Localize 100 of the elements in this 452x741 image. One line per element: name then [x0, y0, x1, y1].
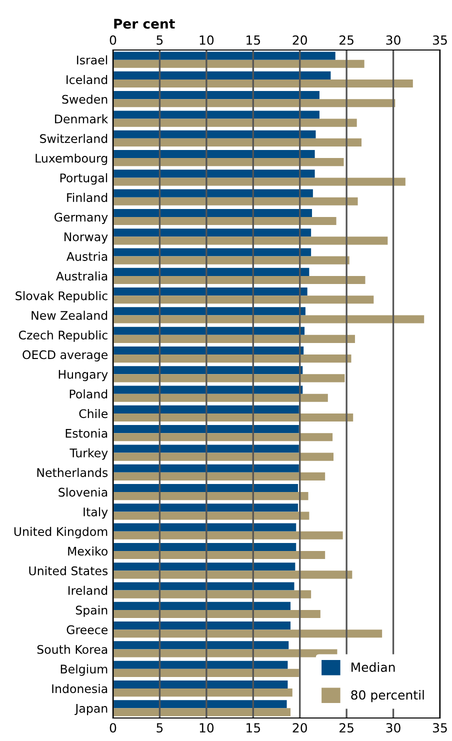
bar: [113, 562, 296, 571]
y-tick-label: Chile: [79, 408, 108, 418]
bar: [113, 354, 352, 363]
x-tick-label: 20: [292, 723, 307, 733]
bar: [113, 452, 334, 461]
bar: [113, 189, 313, 198]
bar: [113, 680, 288, 689]
bar: [113, 79, 413, 88]
bar: [113, 276, 366, 284]
y-tick-label: Poland: [70, 389, 108, 398]
x2-tick-label: 15: [246, 36, 260, 45]
y-tick-label: Netherlands: [37, 468, 108, 478]
bar: [113, 688, 292, 697]
y-tick-label: Indonesia: [52, 684, 108, 694]
bar: [113, 602, 291, 610]
y-tick-label: Italy: [84, 507, 108, 519]
x2-tick-label: 10: [200, 35, 214, 45]
bar: [113, 158, 344, 166]
bar: [113, 228, 312, 237]
x-tick-label: 15: [246, 723, 260, 733]
bar: [113, 582, 294, 590]
x-tick-label: 35: [433, 723, 447, 733]
bar: [113, 296, 374, 304]
y-tick-label: OECD average: [22, 350, 108, 362]
bar: [113, 334, 355, 343]
bar: [113, 150, 315, 158]
bar: [113, 178, 406, 186]
bar: [113, 288, 308, 296]
bar: [113, 405, 299, 414]
y-tick-label: Mexiko: [68, 546, 108, 556]
bar: [113, 236, 388, 245]
y-tick-label: Estonia: [66, 428, 108, 438]
y-tick-label: Switzerland: [40, 134, 108, 144]
x-tick-label: 25: [340, 723, 354, 733]
bar: [113, 91, 320, 100]
x-tick-label: 30: [386, 723, 400, 733]
bar: [113, 444, 299, 453]
y-tick-label: Iceland: [66, 74, 108, 84]
y-tick-label: Germany: [54, 212, 108, 224]
y-tick-label: South Korea: [37, 644, 108, 654]
x2-tick-label: 30: [386, 35, 400, 45]
bar: [113, 649, 338, 658]
bar: [113, 99, 396, 108]
y-tick-label: United Kingdom: [14, 526, 108, 538]
bar: [113, 523, 296, 532]
bar: [113, 610, 320, 618]
bar: [113, 570, 352, 579]
y-tick-label: Norway: [64, 232, 108, 244]
x2-axis-title: Per cent: [114, 18, 175, 29]
y-tick-label: Czech Republic: [18, 330, 108, 342]
bar: [113, 366, 303, 374]
bar: [113, 551, 326, 560]
bar: [113, 374, 345, 382]
bar: [113, 590, 312, 598]
bar: [113, 542, 296, 551]
bar: [113, 630, 382, 638]
y-tick-label: Slovenia: [58, 488, 108, 497]
bar: [113, 641, 289, 650]
bar: [113, 413, 354, 422]
bar: [113, 110, 320, 119]
bar: [113, 425, 299, 434]
bar: [113, 660, 288, 669]
legend-label: Median: [352, 662, 395, 672]
y-tick-label: Spain: [76, 605, 108, 617]
y-tick-label: Australia: [56, 271, 108, 281]
y-tick-label: Belgium: [60, 664, 108, 676]
y-tick-label: Israel: [77, 55, 108, 64]
y-tick-label: Greece: [66, 625, 108, 634]
x2-tick-label: 0: [110, 35, 116, 45]
bar: [113, 217, 336, 226]
bar: [113, 512, 310, 520]
bar: [113, 138, 362, 146]
x-tick-label: 5: [156, 723, 163, 733]
y-tick-label: New Zealand: [32, 310, 108, 320]
y-tick-label: Japan: [74, 704, 108, 716]
x2-tick-label: 20: [292, 35, 307, 45]
x-tick-label: 0: [110, 723, 116, 733]
x2-tick-label: 35: [433, 35, 447, 45]
bar: [113, 52, 336, 60]
bar: [113, 394, 328, 402]
bar: [113, 256, 350, 264]
y-tick-label: Ireland: [68, 586, 108, 595]
x2-tick-label: 25: [340, 35, 354, 45]
bar: [113, 118, 357, 127]
bar: [113, 386, 303, 394]
bar: [113, 504, 298, 512]
bar: [113, 268, 310, 276]
bar: [113, 326, 305, 335]
bar: [113, 492, 308, 500]
bar: [113, 248, 312, 256]
bar: [113, 307, 306, 316]
y-tick-label: Austria: [66, 252, 108, 261]
bar: [113, 130, 316, 138]
bar: [113, 668, 299, 677]
y-tick-label: Portugal: [60, 173, 108, 185]
y-tick-label: Finland: [67, 192, 108, 202]
legend-label: 80 percentil: [351, 690, 424, 702]
bar: [113, 708, 291, 716]
y-tick-label: Turkey: [70, 448, 108, 460]
y-tick-label: Slovak Republic: [16, 291, 108, 303]
